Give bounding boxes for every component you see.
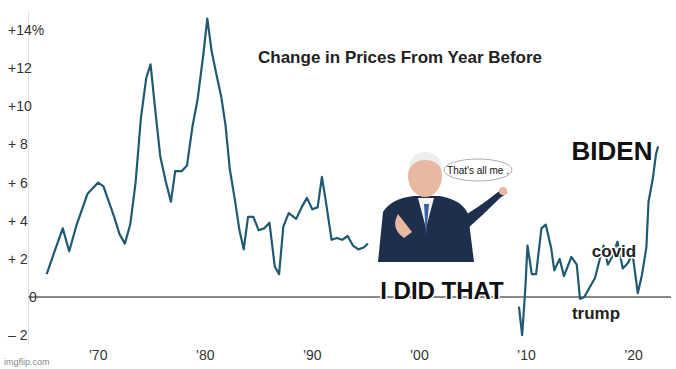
tick-mark bbox=[29, 182, 30, 183]
tick-mark bbox=[312, 345, 313, 346]
x-tick-label: ’10 bbox=[517, 347, 536, 363]
annotation: That's all me . bbox=[447, 165, 509, 176]
y-tick-label: +12 bbox=[8, 60, 32, 76]
annotation: trump bbox=[572, 304, 620, 323]
annotation: covid bbox=[592, 242, 636, 261]
y-tick-label: +10 bbox=[8, 98, 32, 114]
y-tick-label: 0 bbox=[29, 289, 37, 305]
tick-mark bbox=[419, 345, 420, 346]
annotation: I DID THAT bbox=[380, 277, 504, 304]
annotation: BIDEN bbox=[572, 136, 653, 166]
tick-mark bbox=[633, 345, 634, 346]
speech-bubble bbox=[444, 159, 512, 181]
y-tick-label: + 2 bbox=[8, 251, 28, 267]
tick-mark bbox=[29, 220, 30, 221]
inflation-line bbox=[47, 19, 658, 336]
background bbox=[0, 0, 676, 369]
tick-mark bbox=[98, 345, 99, 346]
sticker-background bbox=[372, 148, 515, 264]
title: Change in Prices From Year Before bbox=[258, 48, 542, 67]
arm bbox=[460, 188, 507, 230]
tick-mark bbox=[29, 258, 30, 259]
other-hand bbox=[395, 214, 412, 238]
chart: Change in Prices From Year Before +14% +12… bbox=[0, 0, 676, 369]
tick-mark bbox=[29, 335, 30, 336]
sticker-figure bbox=[372, 148, 515, 264]
annotation: imgflip.com bbox=[4, 357, 50, 367]
x-tick-label: ’80 bbox=[196, 347, 215, 363]
tick-mark bbox=[29, 144, 30, 145]
hand bbox=[499, 187, 507, 195]
hair bbox=[408, 152, 443, 172]
x-tick-label: ’00 bbox=[410, 347, 429, 363]
zero-baseline bbox=[29, 297, 672, 298]
x-tick-label: ’70 bbox=[89, 347, 108, 363]
page: {"chart_data": { "type": "line", "title"… bbox=[0, 0, 676, 369]
tie bbox=[424, 204, 429, 236]
suit bbox=[378, 196, 474, 262]
x-tick-label: ’90 bbox=[303, 347, 322, 363]
y-tick-label: + 4 bbox=[8, 213, 28, 229]
y-tick-label: + 6 bbox=[8, 175, 28, 191]
y-tick-label: – 2 bbox=[8, 327, 28, 343]
y-tick-label: +14% bbox=[8, 22, 44, 38]
x-tick-label: ’20 bbox=[624, 347, 643, 363]
tick-mark bbox=[205, 345, 206, 346]
tick-mark bbox=[526, 345, 527, 346]
plot-area bbox=[47, 19, 658, 336]
y-tick-label: + 8 bbox=[8, 136, 28, 152]
